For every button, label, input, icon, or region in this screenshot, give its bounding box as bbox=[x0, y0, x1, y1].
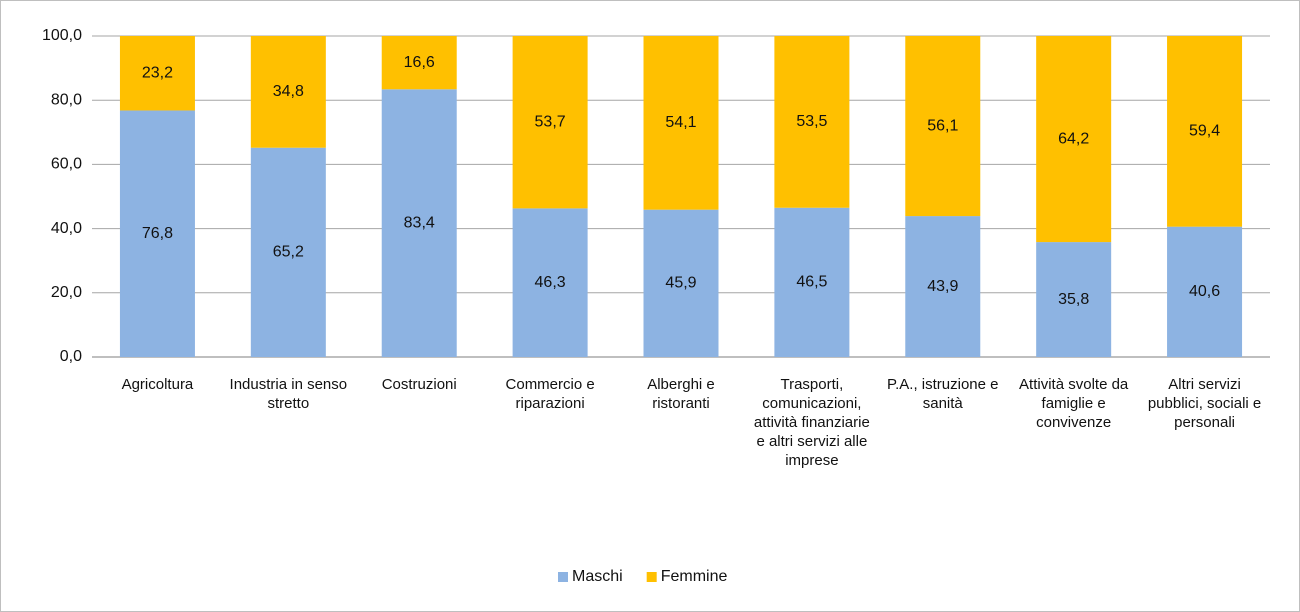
y-tick-label: 20,0 bbox=[51, 284, 82, 301]
legend-swatch bbox=[558, 572, 568, 582]
legend-swatch bbox=[646, 572, 657, 582]
x-tick-label: Costruzioni bbox=[381, 376, 457, 393]
bar-segment bbox=[250, 36, 326, 148]
value-label: 56,1 bbox=[927, 117, 958, 134]
legend: Maschi Femmine bbox=[558, 568, 727, 585]
value-label: 53,7 bbox=[535, 113, 566, 130]
x-tick-label: Trasporti, comunicazioni, attività finan… bbox=[753, 376, 870, 469]
value-label: 46,3 bbox=[535, 274, 566, 291]
value-label: 46,5 bbox=[796, 274, 827, 291]
value-label: 54,1 bbox=[665, 114, 696, 131]
y-tick-label: 60,0 bbox=[51, 156, 82, 173]
y-tick-label: 0,0 bbox=[60, 348, 82, 365]
bar-segment bbox=[250, 147, 326, 357]
y-tick-label: 80,0 bbox=[51, 91, 82, 108]
x-tick-label: Alberghi e ristoranti bbox=[647, 376, 715, 412]
value-label: 35,8 bbox=[1058, 291, 1089, 308]
bar-segment bbox=[381, 89, 457, 357]
x-tick-label: Commercio e riparazioni bbox=[505, 376, 595, 412]
bar-segment bbox=[1036, 36, 1112, 243]
bar-segment bbox=[1167, 36, 1243, 227]
x-tick-label-box: Alberghi e ristoranti bbox=[647, 376, 715, 412]
value-label: 34,8 bbox=[273, 83, 304, 100]
x-tick-label-box: Agricoltura bbox=[121, 376, 194, 393]
value-label: 65,2 bbox=[273, 244, 304, 261]
value-label: 45,9 bbox=[665, 275, 696, 292]
value-label: 40,6 bbox=[1189, 283, 1220, 300]
bar-segment bbox=[119, 110, 195, 357]
value-label: 83,4 bbox=[404, 214, 435, 231]
x-tick-label: Altri servizi pubblici, sociali e person… bbox=[1147, 376, 1262, 431]
value-label: 76,8 bbox=[142, 225, 173, 242]
bar-segment bbox=[905, 36, 981, 217]
bar-segment bbox=[774, 207, 850, 357]
x-tick-label-box: Attività svolte da famiglie e convivenze bbox=[1019, 376, 1129, 431]
x-tick-label-box: Commercio e riparazioni bbox=[505, 376, 595, 412]
bar-segment bbox=[774, 36, 850, 208]
x-tick-label: Agricoltura bbox=[121, 376, 194, 393]
x-tick-label: Industria in senso stretto bbox=[229, 376, 348, 412]
x-tick-label-box: P.A., istruzione e sanità bbox=[887, 376, 999, 412]
bar-segment bbox=[1036, 242, 1112, 357]
bar-segment bbox=[512, 208, 588, 357]
y-tick-label: 100,0 bbox=[42, 27, 82, 44]
bar-segment bbox=[1167, 226, 1243, 357]
y-tick-label: 40,0 bbox=[51, 220, 82, 237]
value-label: 43,9 bbox=[927, 278, 958, 295]
value-label: 53,5 bbox=[796, 113, 827, 130]
bar-segment bbox=[119, 36, 195, 111]
x-tick-label-box: Altri servizi pubblici, sociali e person… bbox=[1147, 376, 1262, 431]
bar-segment bbox=[381, 36, 457, 90]
x-tick-label: P.A., istruzione e sanità bbox=[887, 376, 999, 412]
bar-segment bbox=[512, 36, 588, 209]
x-tick-label: Attività svolte da famiglie e convivenze bbox=[1019, 376, 1129, 431]
value-label: 64,2 bbox=[1058, 130, 1089, 147]
x-tick-label-box: Costruzioni bbox=[381, 376, 457, 393]
x-tick-label-box: Trasporti, comunicazioni, attività finan… bbox=[753, 376, 870, 469]
value-label: 23,2 bbox=[142, 64, 173, 81]
legend-label: Maschi bbox=[572, 568, 623, 585]
legend-label: Femmine bbox=[661, 568, 728, 585]
value-label: 16,6 bbox=[404, 54, 435, 71]
x-tick-label-box: Industria in senso stretto bbox=[229, 376, 348, 412]
bar-segment bbox=[905, 216, 981, 357]
bar-segment bbox=[643, 209, 719, 357]
value-label: 59,4 bbox=[1189, 123, 1220, 140]
bar-segment bbox=[643, 36, 719, 210]
